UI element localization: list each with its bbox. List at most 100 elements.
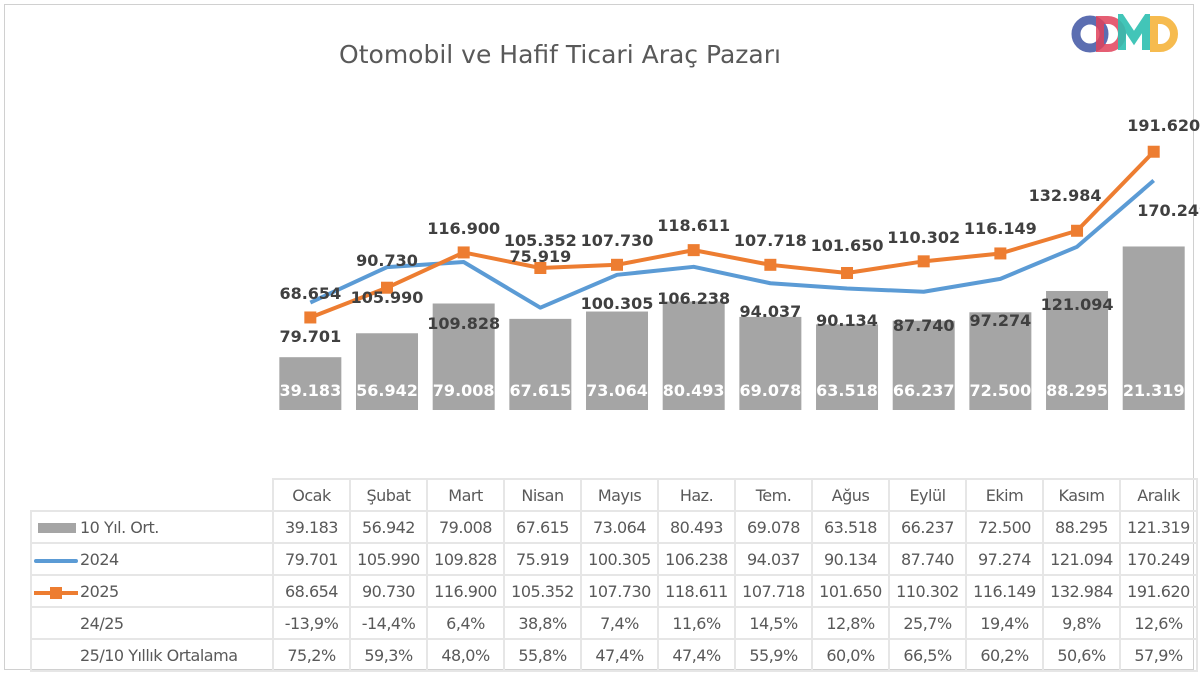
table-cell: 170.249 bbox=[1119, 542, 1198, 576]
table-cell: 68.654 bbox=[272, 574, 351, 608]
month-header: Mart bbox=[426, 478, 505, 512]
table-cell: 59,3% bbox=[349, 638, 428, 672]
label-2025: 90.730 bbox=[356, 251, 418, 270]
label-2025: 116.900 bbox=[427, 219, 500, 238]
table-cell: 47,4% bbox=[580, 638, 659, 672]
table-cell: 50,6% bbox=[1042, 638, 1121, 672]
label-2024: 106.238 bbox=[657, 289, 730, 308]
table-cell: 69.078 bbox=[734, 510, 813, 544]
label-2024: 94.037 bbox=[739, 302, 801, 321]
bar-10-yil-ort bbox=[739, 316, 802, 410]
month-header: Haz. bbox=[657, 478, 736, 512]
table-cell: 55,8% bbox=[503, 638, 582, 672]
bar-label: 72.500 bbox=[969, 381, 1031, 400]
table-cell: 57,9% bbox=[1119, 638, 1198, 672]
table-cell: -14,4% bbox=[349, 606, 428, 640]
month-header: Ocak bbox=[272, 478, 351, 512]
table-cell: 66.237 bbox=[888, 510, 967, 544]
table-cell: 116.149 bbox=[965, 574, 1044, 608]
bar-label: 39.183 bbox=[279, 381, 341, 400]
month-header: Tem. bbox=[734, 478, 813, 512]
marker-2025 bbox=[994, 247, 1007, 260]
table-cell: 47,4% bbox=[657, 638, 736, 672]
table-cell: 56.942 bbox=[349, 510, 428, 544]
table-cell: 90.134 bbox=[811, 542, 890, 576]
line-2025 bbox=[309, 150, 1156, 320]
bar-label: 80.493 bbox=[663, 381, 725, 400]
table-cell: 9,8% bbox=[1042, 606, 1121, 640]
label-2024: 79.701 bbox=[279, 327, 341, 346]
table-cell: 39.183 bbox=[272, 510, 351, 544]
bar-label: 67.615 bbox=[509, 381, 571, 400]
table-cell: 12,8% bbox=[811, 606, 890, 640]
table-cell: 75,2% bbox=[272, 638, 351, 672]
row-label: 2025 bbox=[30, 574, 274, 608]
chart-title: Otomobil ve Hafif Ticari Araç Pazarı bbox=[339, 40, 781, 69]
table-cell: 90.730 bbox=[349, 574, 428, 608]
label-2025: 191.620 bbox=[1127, 116, 1200, 135]
label-2025: 132.984 bbox=[1029, 186, 1102, 205]
bar-10-yil-ort bbox=[586, 311, 649, 410]
table-cell: 107.718 bbox=[734, 574, 813, 608]
label-2024: 75.919 bbox=[509, 247, 571, 266]
bar-label: 66.237 bbox=[893, 381, 955, 400]
label-2024: 121.094 bbox=[1041, 295, 1114, 314]
table-cell: 100.305 bbox=[580, 542, 659, 576]
label-2024: 97.274 bbox=[969, 311, 1031, 330]
bar-label: 79.008 bbox=[433, 381, 495, 400]
line-2024 bbox=[309, 179, 1156, 310]
label-2024: 109.828 bbox=[427, 314, 500, 333]
table-cell: 38,8% bbox=[503, 606, 582, 640]
month-header: Eylül bbox=[888, 478, 967, 512]
label-2025: 118.611 bbox=[657, 216, 730, 235]
marker-2025 bbox=[917, 255, 930, 268]
label-2025: 116.149 bbox=[964, 219, 1037, 238]
table-row: 25/10 Yıllık Ortalama 75,2% 59,3% 48,0% 55,8… bbox=[30, 638, 1198, 672]
bar-10-yil-ort bbox=[432, 303, 495, 410]
bar-label: 73.064 bbox=[586, 381, 648, 400]
month-header: Ekim bbox=[965, 478, 1044, 512]
table-cell: 19,4% bbox=[965, 606, 1044, 640]
table-cell: 116.900 bbox=[426, 574, 505, 608]
row-label: 10 Yıl. Ort. bbox=[30, 510, 274, 544]
marker-2025 bbox=[841, 266, 854, 279]
table-cell: 94.037 bbox=[734, 542, 813, 576]
bar-legend-key bbox=[34, 522, 78, 534]
month-header: Mayıs bbox=[580, 478, 659, 512]
label-2024: 105.990 bbox=[351, 288, 424, 307]
bar-10-yil-ort bbox=[356, 333, 419, 410]
bar-label: 21.319 bbox=[1123, 381, 1185, 400]
table-cell: 14,5% bbox=[734, 606, 813, 640]
bar-10-yil-ort bbox=[509, 318, 572, 410]
marker-2025 bbox=[611, 258, 624, 271]
plot-area: 39.183 56.942 79.008 67.615 73.064 80.493 69.0… bbox=[279, 116, 1200, 410]
table-cell: 73.064 bbox=[580, 510, 659, 544]
label-2024: 100.305 bbox=[581, 294, 654, 313]
row-label: 24/25 bbox=[30, 606, 274, 640]
table-cell: 72.500 bbox=[965, 510, 1044, 544]
table-cell: 105.352 bbox=[503, 574, 582, 608]
bar-label: 69.078 bbox=[739, 381, 801, 400]
table-row: 2025 68.654 90.730 116.900 105.352 107.730 118… bbox=[30, 574, 1198, 608]
table-cell: 60,0% bbox=[811, 638, 890, 672]
table-cell: 66,5% bbox=[888, 638, 967, 672]
table-cell: 55,9% bbox=[734, 638, 813, 672]
label-2025: 101.650 bbox=[811, 236, 884, 255]
table-cell: 118.611 bbox=[657, 574, 736, 608]
table-cell: 48,0% bbox=[426, 638, 505, 672]
table-cell: 107.730 bbox=[580, 574, 659, 608]
2024-legend-key bbox=[34, 554, 78, 566]
bar-10-yil-ort bbox=[1046, 290, 1109, 410]
marker-2025 bbox=[1147, 145, 1160, 158]
table-cell: 87.740 bbox=[888, 542, 967, 576]
row-label-text: 2024 bbox=[80, 549, 119, 569]
marker-2025 bbox=[687, 244, 700, 257]
bar-10-yil-ort bbox=[279, 357, 342, 410]
bar-label: 63.518 bbox=[816, 381, 878, 400]
table-cell: 88.295 bbox=[1042, 510, 1121, 544]
row-label-text: 2025 bbox=[80, 581, 119, 601]
table-cell: 12,6% bbox=[1119, 606, 1198, 640]
bar-label: 88.295 bbox=[1046, 381, 1108, 400]
bar-10-yil-ort bbox=[662, 301, 725, 410]
table-cell: 79.701 bbox=[272, 542, 351, 576]
